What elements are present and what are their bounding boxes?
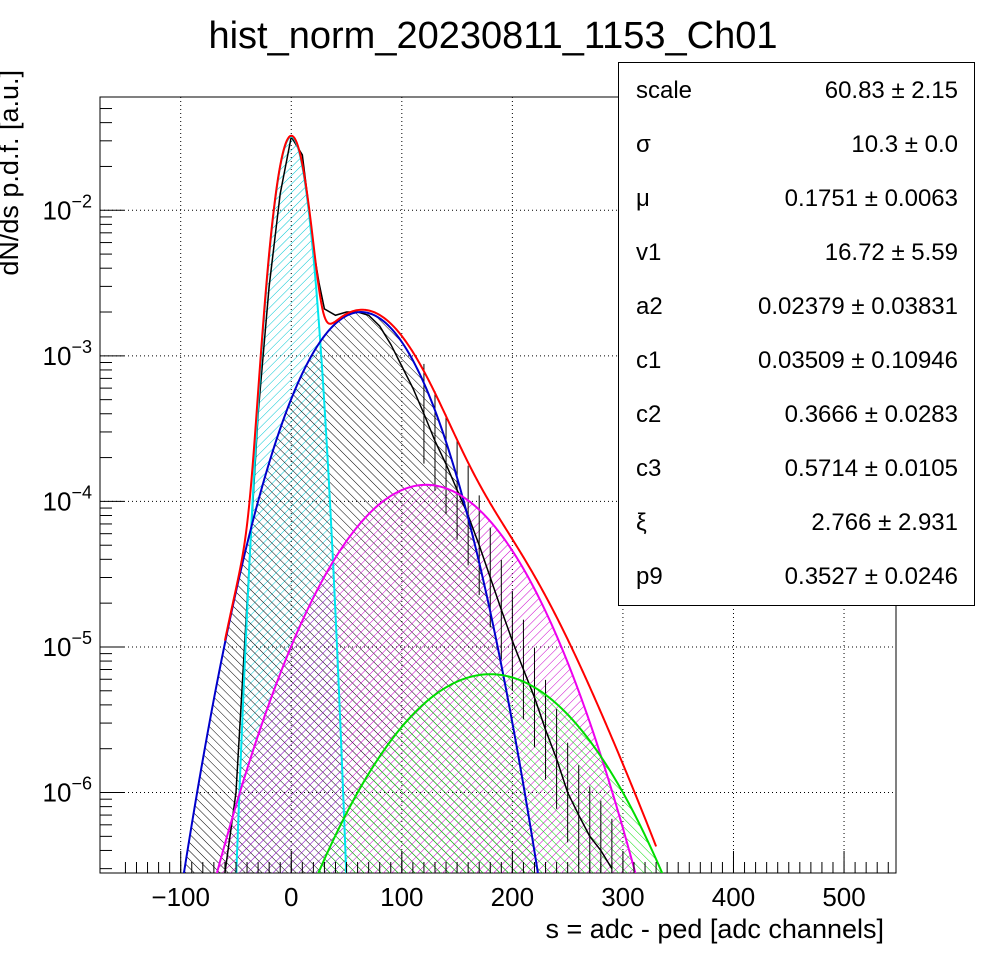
y-axis-label: dN/ds p.d.f. [a.u.]	[0, 70, 24, 276]
x-tick-label: 400	[712, 882, 755, 912]
stats-row: c3 0.5714 ± 0.0105	[619, 441, 974, 495]
y-tick-label: 10−4	[43, 482, 92, 516]
x-tick-label: 500	[822, 882, 865, 912]
stats-param-name: p9	[636, 563, 663, 590]
stats-param-value: 2.766 ± 2.931	[811, 509, 958, 536]
stats-param-value: 0.1751 ± 0.0063	[784, 185, 958, 212]
stats-param-value: 0.3666 ± 0.0283	[784, 401, 958, 428]
x-tick-label: −100	[151, 882, 210, 912]
x-axis-label: s = adc - ped [adc channels]	[546, 914, 884, 944]
stats-param-name: c1	[636, 347, 662, 374]
stats-row: v1 16.72 ± 5.59	[619, 225, 974, 279]
x-axis: −100 0 100 200 300 400 500	[124, 851, 889, 912]
chart-title: hist_norm_20230811_1153_Ch01	[208, 15, 777, 57]
stats-row: p9 0.3527 ± 0.0246	[619, 549, 974, 603]
total-fit-curve	[223, 134, 658, 847]
stats-row: a2 0.02379 ± 0.03831	[619, 279, 974, 333]
stats-param-value: 10.3 ± 0.0	[851, 131, 958, 158]
stats-row: c2 0.3666 ± 0.0283	[619, 387, 974, 441]
stats-param-name: ξ	[636, 509, 647, 536]
stats-param-name: a2	[636, 293, 663, 320]
y-tick-label: 10−6	[43, 774, 92, 808]
stats-param-value: 0.5714 ± 0.0105	[784, 455, 958, 482]
x-tick-label: 0	[284, 882, 298, 912]
histogram	[224, 134, 613, 873]
x-tick-label: 200	[491, 882, 534, 912]
stats-row: σ 10.3 ± 0.0	[619, 117, 974, 171]
y-tick-label: 10−2	[43, 191, 92, 225]
component-fills	[178, 136, 679, 873]
component-fill	[301, 674, 679, 873]
x-tick-label: 100	[380, 882, 423, 912]
stats-param-name: μ	[636, 185, 650, 212]
stats-param-name: c2	[636, 401, 662, 428]
y-tick-label: 10−5	[43, 628, 92, 662]
stats-param-value: 0.02379 ± 0.03831	[757, 293, 958, 320]
component-curve	[317, 673, 664, 873]
y-tick-label: 10−3	[43, 337, 92, 371]
stats-param-name: v1	[636, 239, 662, 266]
stats-param-name: c3	[636, 455, 662, 482]
stats-row: μ 0.1751 ± 0.0063	[619, 171, 974, 225]
stats-param-name: scale	[636, 77, 693, 104]
histogram-line	[224, 134, 613, 873]
component-curve	[215, 483, 637, 873]
y-axis: 10−6 10−5 10−4 10−3 10−2	[43, 96, 124, 870]
stats-row: scale 60.83 ± 2.15	[619, 63, 974, 117]
stats-row: c1 0.03509 ± 0.10946	[619, 333, 974, 387]
stats-param-value: 16.72 ± 5.59	[824, 239, 958, 266]
stats-param-name: σ	[636, 131, 651, 158]
fit-stats-box: scale 60.83 ± 2.15 σ 10.3 ± 0.0 μ 0.1751 ± 0.…	[618, 62, 975, 606]
stats-param-value: 0.03509 ± 0.10946	[757, 347, 958, 374]
x-tick-label: 300	[601, 882, 644, 912]
stats-row: ξ 2.766 ± 2.931	[619, 495, 974, 549]
stats-param-value: 60.83 ± 2.15	[824, 77, 958, 104]
fit-curves	[182, 134, 664, 873]
stats-param-value: 0.3527 ± 0.0246	[784, 563, 958, 590]
